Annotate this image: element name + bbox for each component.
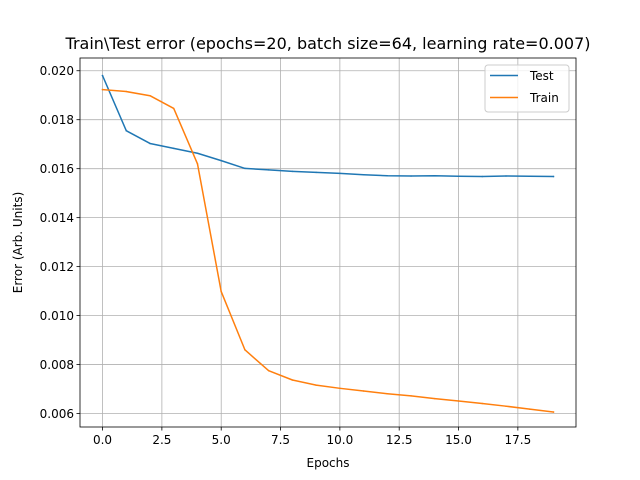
test-data-point [291,170,294,173]
y-tick-label: 0.014 [40,211,74,225]
x-tick-label: 10.0 [327,433,354,447]
train-data-point [457,400,460,402]
test-data-point [362,174,365,176]
x-tick-label: 0.0 [93,433,112,447]
train-data-point [528,408,531,410]
y-tick-label: 0.008 [40,358,74,372]
series-layer [101,74,555,413]
train-data-point [196,163,199,165]
test-data-point [267,169,270,171]
train-data-point [244,349,246,351]
test-data-point [505,175,507,177]
x-axis-label: Epochs [307,456,350,470]
legend-label-test: Test [529,69,554,83]
y-tick-label: 0.006 [40,407,74,421]
test-series-line [101,74,555,178]
test-data-point [244,167,246,170]
legend-label-train: Train [529,91,559,105]
test-data-point [528,175,531,178]
y-tick-label: 0.016 [40,162,74,176]
plot-area [79,57,577,428]
x-tick-label: 5.0 [212,433,231,447]
test-data-point [410,175,412,177]
test-data-point [552,175,555,178]
train-data-point [362,390,365,392]
train-data-point [552,411,555,413]
train-data-point [315,384,317,386]
plot-frame [79,57,577,428]
test-data-point [196,152,199,154]
train-series-line [101,88,555,413]
train-data-point [386,392,389,395]
train-data-point [149,94,151,97]
test-data-point [315,171,317,174]
test-data-point [434,175,436,177]
y-tick-label: 0.018 [40,113,74,127]
test-data-point [125,129,128,132]
train-data-point [291,379,294,381]
train-data-point [434,397,436,400]
chart-title: Train\Test error (epochs=20, batch size=… [65,34,591,53]
test-data-point [220,159,222,162]
y-tick-label: 0.010 [40,309,74,323]
train-data-point [481,402,484,405]
test-data-point [481,175,484,178]
x-tick-label: 12.5 [386,433,413,447]
y-tick-label: 0.012 [40,260,74,274]
y-tick-label: 0.020 [40,64,74,78]
x-tick-label: 2.5 [152,433,171,447]
y-axis-ticks: 0.006 0.008 0.010 0.012 0.014 0.016 0.018 0.020 [40,64,80,421]
train-data-point [172,107,175,110]
test-data-point [149,142,151,145]
train-data-point [410,395,412,397]
legend-box [484,64,570,113]
test-data-point [386,175,389,177]
grid [80,58,576,427]
train-data-point [267,369,270,372]
test-data-point [101,74,104,77]
x-tick-label: 15.0 [445,433,472,447]
plot-background [80,58,576,427]
test-data-point [457,175,460,178]
test-data-point [339,172,341,175]
legend: Test Train [484,64,570,113]
train-data-point [101,88,104,91]
x-axis-ticks: 0.0 2.5 5.0 7.5 10.0 12.5 15.0 17.5 [93,427,531,447]
train-data-point [339,387,341,390]
train-data-point [125,90,128,93]
y-axis-label: Error (Arb. Units) [11,192,25,294]
train-data-point [505,405,507,407]
test-data-point [172,147,175,150]
x-tick-label: 17.5 [504,433,531,447]
x-tick-label: 7.5 [271,433,290,447]
train-data-point [220,290,222,293]
